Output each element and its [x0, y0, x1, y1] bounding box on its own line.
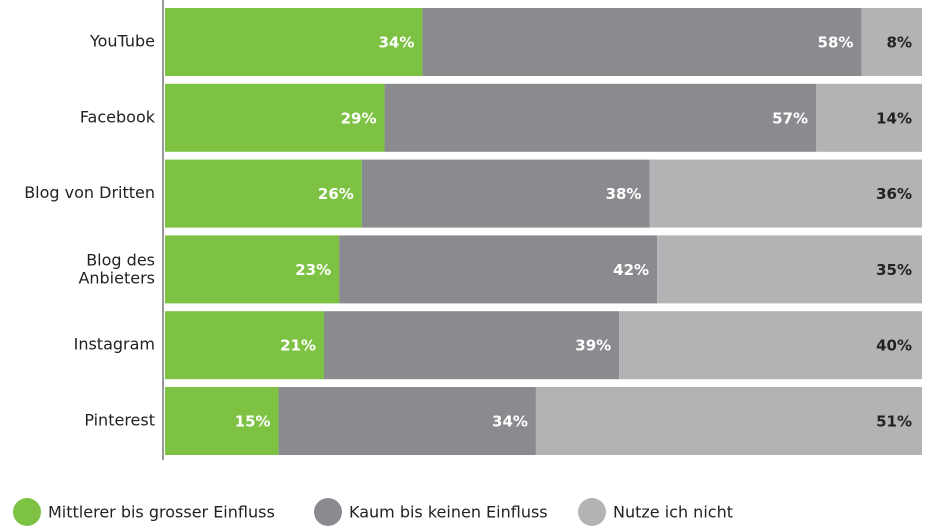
category-label: Instagram — [74, 335, 155, 354]
value-label: 40% — [876, 337, 912, 355]
bar-segment — [361, 159, 650, 228]
value-label: 23% — [295, 261, 331, 279]
bar-segment — [165, 387, 279, 455]
category-label: Facebook — [80, 107, 156, 126]
legend-label: Nutze ich nicht — [613, 503, 733, 522]
value-label: 58% — [818, 34, 854, 52]
category-label: YouTube — [89, 32, 155, 51]
bar-segment — [165, 83, 385, 152]
value-label: 39% — [575, 337, 611, 355]
bar-segment — [649, 159, 922, 228]
legend-swatch — [314, 498, 342, 526]
bar-segment — [165, 235, 340, 304]
bar-segment — [165, 311, 324, 380]
category-label: Blog von Dritten — [24, 183, 155, 202]
legend-swatch — [578, 498, 606, 526]
bar-segment — [278, 387, 536, 455]
bar-segment — [657, 235, 922, 304]
value-label: 51% — [876, 413, 912, 431]
value-label: 14% — [876, 109, 912, 127]
value-label: 29% — [341, 109, 377, 127]
value-label: 26% — [318, 185, 354, 203]
value-label: 42% — [613, 261, 649, 279]
category-label: Blog des Anbieters — [78, 250, 155, 287]
legend-label: Mittlerer bis grosser Einfluss — [48, 503, 275, 522]
bar-segment — [861, 8, 922, 76]
bar-segment — [816, 83, 922, 152]
bar-segment — [535, 387, 922, 455]
value-label: 34% — [378, 34, 414, 52]
bar-segment — [422, 8, 862, 76]
value-label: 21% — [280, 337, 316, 355]
value-label: 35% — [876, 261, 912, 279]
bar-segment — [165, 8, 423, 76]
bar-segment — [323, 311, 620, 380]
bar-segment — [384, 83, 817, 152]
value-label: 57% — [772, 109, 808, 127]
value-label: 8% — [887, 34, 912, 52]
bar-segment — [619, 311, 922, 380]
legend-swatch — [13, 498, 41, 526]
value-label: 38% — [606, 185, 642, 203]
value-label: 34% — [492, 413, 528, 431]
value-label: 15% — [235, 413, 271, 431]
category-label: Pinterest — [84, 411, 155, 430]
bar-segment — [339, 235, 658, 304]
bar-segment — [165, 159, 362, 228]
value-label: 36% — [876, 185, 912, 203]
legend-label: Kaum bis keinen Einfluss — [349, 503, 548, 522]
